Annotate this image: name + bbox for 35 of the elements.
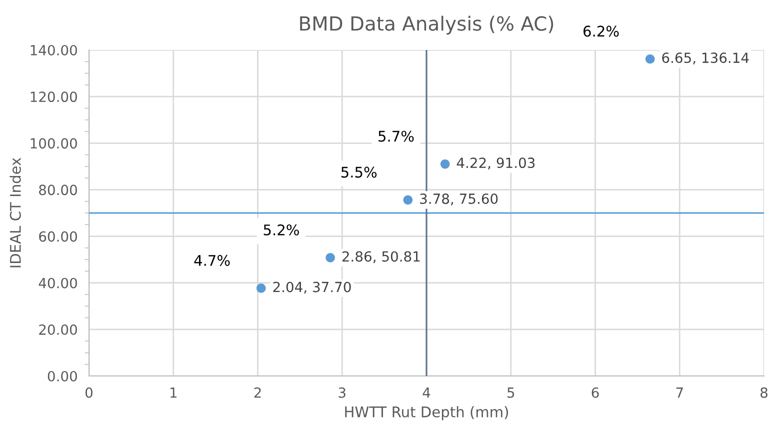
point (256, 284, 266, 293)
x-tick-label: 2 (254, 387, 261, 398)
y-tick-label: 0.00 (48, 370, 77, 382)
y-tick-label: 140.00 (30, 44, 77, 56)
point (326, 253, 335, 262)
point (645, 54, 655, 64)
y-tick-label: 60.00 (39, 231, 77, 242)
x-tick-label: 3 (338, 387, 346, 398)
x-axis-title: HWTT Rut Depth (mm) (345, 406, 508, 420)
annotation: 5.2% (264, 224, 299, 236)
x-tick-label: 7 (676, 388, 683, 398)
data-label: 2.86, 50.81 (342, 251, 420, 264)
annotation: 6.2% (584, 26, 619, 37)
annotation: 5.5% (341, 166, 377, 178)
annotation: 4.7% (194, 254, 230, 266)
data-label: 4.22, 91.03 (456, 158, 535, 170)
x-tick-label: 4 (422, 388, 430, 398)
y-tick-label: 20.00 (39, 324, 77, 335)
x-tick-label: 5 (508, 388, 514, 398)
x-tick-label: 1 (170, 388, 177, 398)
x-tick-label: 0 (85, 387, 92, 398)
x-tick-label: 8 (760, 387, 768, 398)
point (403, 195, 413, 205)
y-axis-title: IDEAL CT Index (10, 158, 21, 268)
data-label: 6.65, 136.14 (662, 52, 749, 64)
annotation: 5.7% (378, 130, 414, 142)
data-label: 3.78, 75.60 (420, 193, 498, 206)
y-tick-label: 40.00 (38, 278, 77, 288)
chart-title: BMD Data Analysis (% AC) (300, 16, 554, 35)
data-label: 2.04, 37.70 (273, 282, 351, 294)
point (440, 159, 450, 169)
y-tick-label: 100.00 (30, 138, 77, 149)
x-tick-label: 6 (592, 387, 599, 398)
y-tick-label: 80.00 (39, 184, 77, 196)
y-tick-label: 120.00 (30, 92, 77, 102)
